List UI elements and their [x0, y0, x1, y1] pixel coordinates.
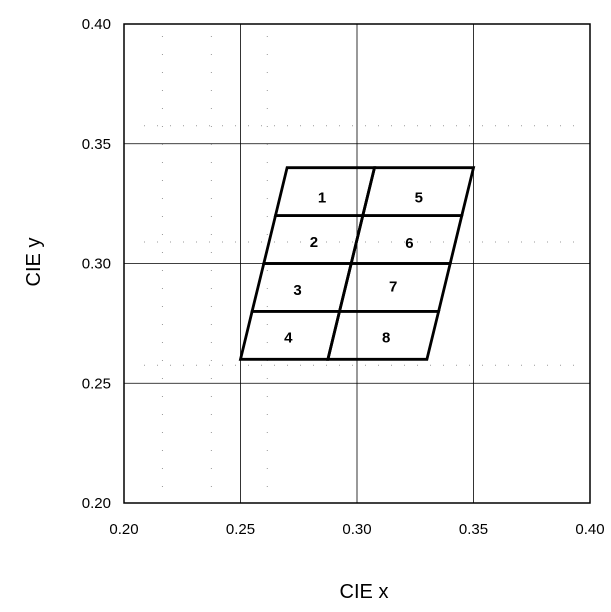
y-tick-label: 0.25 — [82, 375, 111, 392]
y-axis-ticks: 0.20 0.25 0.30 0.35 0.40 — [82, 16, 111, 512]
y-axis-title: CIE y — [23, 238, 45, 287]
y-tick-label: 0.30 — [82, 256, 111, 273]
bin-label-2: 2 — [310, 234, 318, 251]
x-tick-label: 0.25 — [226, 521, 255, 538]
y-tick-label: 0.35 — [82, 136, 111, 153]
x-axis-ticks: 0.20 0.25 0.30 0.35 0.40 — [109, 521, 604, 538]
chromaticity-bins — [238, 166, 476, 361]
y-tick-label: 0.40 — [82, 16, 111, 33]
bin-label-6: 6 — [405, 235, 413, 252]
bin-labels: 1 5 2 6 3 7 4 8 — [284, 190, 423, 347]
x-tick-label: 0.20 — [109, 521, 138, 538]
x-axis-title: CIE x — [340, 581, 389, 603]
bin-label-1: 1 — [318, 190, 326, 207]
bin-label-5: 5 — [415, 190, 423, 207]
bin-label-4: 4 — [284, 330, 293, 347]
bin-label-8: 8 — [382, 330, 390, 347]
x-tick-label: 0.40 — [575, 521, 604, 538]
bin-8-outline — [326, 309, 441, 361]
bin-label-7: 7 — [389, 278, 397, 295]
y-tick-label: 0.20 — [82, 495, 111, 512]
bin-label-3: 3 — [293, 282, 301, 299]
plot-area-frame — [123, 23, 591, 504]
x-tick-label: 0.35 — [459, 521, 488, 538]
x-tick-label: 0.30 — [342, 521, 371, 538]
